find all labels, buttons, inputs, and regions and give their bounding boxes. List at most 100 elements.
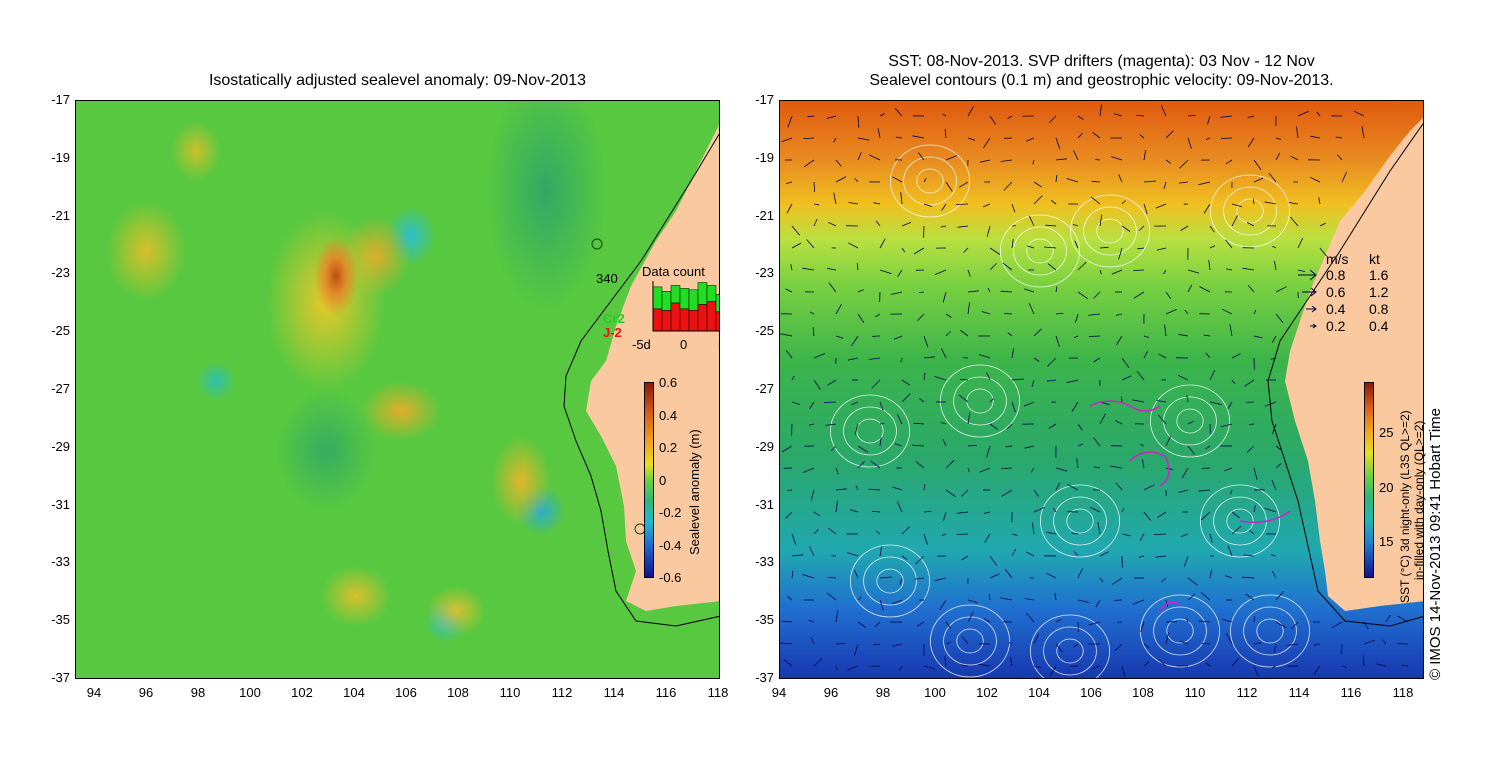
data-count-xtick: -5d xyxy=(632,337,651,352)
y-tick-label: -37 xyxy=(755,670,774,685)
velocity-arrow xyxy=(913,247,925,255)
velocity-arrow xyxy=(1201,511,1211,521)
velocity-arrow xyxy=(1220,115,1233,118)
velocity-arrow xyxy=(826,115,837,119)
right-panel-title-line1: SST: 08-Nov-2013. SVP drifters (magenta)… xyxy=(888,53,1315,70)
coastal-station-marker xyxy=(591,238,603,250)
velocity-arrow xyxy=(833,192,837,205)
velocity-arrow xyxy=(827,527,837,535)
velocity-arrow xyxy=(1275,591,1284,601)
velocity-arrow xyxy=(1163,269,1167,275)
velocity-arrow xyxy=(1000,290,1013,293)
velocity-arrow xyxy=(1187,420,1194,425)
velocity-arrow xyxy=(1000,159,1013,162)
velocity-arrow xyxy=(1155,203,1167,209)
velocity-arrow xyxy=(1091,665,1101,670)
velocity-arrow xyxy=(1319,247,1327,257)
velocity-arrow xyxy=(835,335,844,339)
velocity-arrow xyxy=(1077,599,1090,603)
x-tick-label: 100 xyxy=(239,685,261,700)
x-tick-label: 114 xyxy=(1288,685,1310,700)
x-tick-label: 104 xyxy=(343,685,365,700)
velocity-arrow xyxy=(898,665,903,671)
y-tick-label: -35 xyxy=(51,612,70,628)
colorbar-tick-label: 0.4 xyxy=(659,407,678,423)
sealevel-contour xyxy=(1039,484,1120,558)
sealevel-colorbar-label: Sealevel anomaly (m) xyxy=(687,429,702,555)
velocity-arrow xyxy=(955,203,969,205)
velocity-legend-kt: 1.2 xyxy=(1369,284,1389,300)
velocity-arrow xyxy=(1158,353,1167,359)
velocity-arrow xyxy=(956,511,969,514)
velocity-arrow xyxy=(1121,533,1131,537)
velocity-arrow xyxy=(959,181,969,188)
velocity-arrow xyxy=(1363,639,1376,645)
velocity-arrow xyxy=(1099,104,1102,117)
data-count-j2-label: J-2 xyxy=(603,325,622,340)
velocity-arrow xyxy=(1028,215,1035,227)
velocity-arrow xyxy=(1227,401,1233,410)
velocity-arrow xyxy=(978,354,991,359)
velocity-arrow xyxy=(785,288,793,293)
velocity-arrow xyxy=(828,577,837,579)
velocity-arrow xyxy=(894,443,903,447)
sealevel-contour xyxy=(876,568,904,594)
velocity-arrow xyxy=(1187,445,1195,455)
colorbar-tick-label: 25 xyxy=(1379,425,1394,440)
sealevel-contour xyxy=(863,556,917,606)
velocity-arrow xyxy=(1247,137,1255,148)
velocity-arrow xyxy=(1031,379,1035,387)
velocity-arrow xyxy=(1055,175,1058,183)
y-tick-label: -29 xyxy=(755,438,774,454)
velocity-arrow xyxy=(808,619,815,623)
data-count-xtick: 5 xyxy=(718,337,719,352)
velocity-arrow xyxy=(980,159,991,163)
x-tick-label: 96 xyxy=(138,685,154,700)
velocity-arrow xyxy=(891,599,903,605)
velocity-arrow xyxy=(1275,137,1281,140)
velocity-arrow xyxy=(913,422,925,425)
sealevel-contour xyxy=(1163,396,1217,446)
y-tick-label: -17 xyxy=(755,92,774,107)
sealevel-contour xyxy=(956,628,984,654)
sealevel-contour xyxy=(1256,618,1284,644)
velocity-arrow xyxy=(1055,467,1068,472)
velocity-arrow xyxy=(813,203,820,206)
velocity-arrow xyxy=(1007,115,1013,120)
velocity-arrow xyxy=(1184,309,1189,315)
velocity-arrow xyxy=(802,574,815,579)
sealevel-contour xyxy=(943,616,997,666)
velocity-arrow xyxy=(944,656,947,667)
x-tick-label: 96 xyxy=(823,685,839,700)
velocity-arrow xyxy=(1026,245,1035,249)
velocity-arrow xyxy=(871,511,881,513)
velocity-arrow xyxy=(803,159,815,168)
velocity-arrow xyxy=(1138,555,1145,558)
velocity-arrow xyxy=(1121,225,1131,232)
velocity-arrow xyxy=(1113,113,1123,117)
velocity-arrow xyxy=(879,437,882,447)
velocity-arrow xyxy=(940,225,947,228)
velocity-arrow xyxy=(1209,533,1213,543)
velocity-arrow xyxy=(1225,159,1233,165)
velocity-arrow xyxy=(1156,247,1167,251)
velocity-arrow xyxy=(1033,195,1043,205)
velocity-arrow xyxy=(846,552,859,557)
sealevel-anomaly-map: 340 Data count Cr2 J-2 -5d 0 5 xyxy=(75,100,720,679)
velocity-arrow xyxy=(967,106,974,117)
sealevel-contour xyxy=(1243,606,1297,656)
velocity-arrow xyxy=(1337,154,1343,161)
velocity-arrow xyxy=(914,577,925,580)
velocity-arrow xyxy=(919,291,925,293)
arrow-icon xyxy=(1298,269,1317,281)
velocity-arrow xyxy=(989,423,999,430)
velocity-arrow xyxy=(826,592,837,601)
velocity-arrow xyxy=(1024,598,1035,601)
sealevel-contour xyxy=(890,144,970,218)
velocity-arrow xyxy=(1180,225,1189,231)
x-tick-label: 102 xyxy=(976,685,998,700)
cr2-bar xyxy=(697,282,708,305)
velocity-arrow xyxy=(879,423,885,425)
j2-bar xyxy=(661,310,672,332)
velocity-arrow xyxy=(1077,261,1087,271)
